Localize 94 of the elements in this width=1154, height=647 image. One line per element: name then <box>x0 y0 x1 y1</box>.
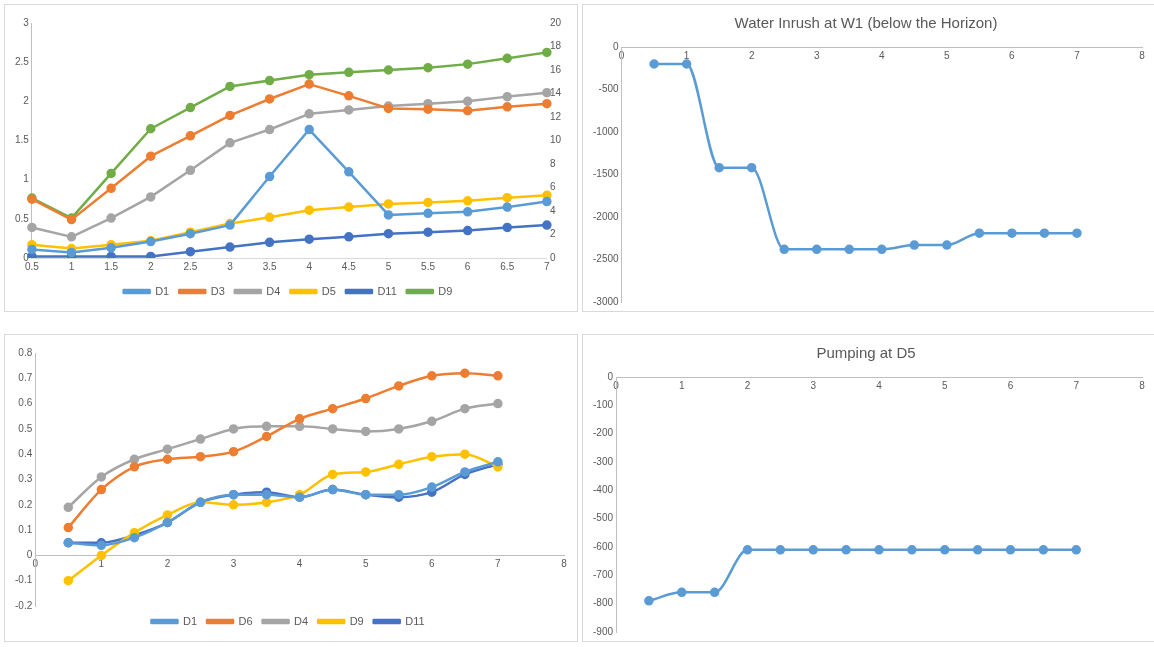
y-tick-label: 0.8 <box>18 346 33 358</box>
y-tick-label: 2 <box>23 95 30 107</box>
legend-label: D3 <box>210 284 225 297</box>
y2-tick-label: 10 <box>549 134 562 146</box>
y-tick-label: 0 <box>607 370 614 382</box>
y-tick-label: -2500 <box>593 253 620 265</box>
x-tick-label: 5 <box>385 260 392 272</box>
legend-label: D4 <box>266 284 281 297</box>
y-tick-label: 0 <box>613 40 620 52</box>
legend-label: D1 <box>155 284 170 297</box>
legend-label: D11 <box>377 284 397 297</box>
x-tick-label: 3.5 <box>262 260 277 272</box>
y-tick-label: 0 <box>26 549 33 561</box>
x-tick-label: 5 <box>941 379 948 391</box>
y-tick-label: 0.6 <box>18 397 33 409</box>
y-tick-label: 0.7 <box>18 372 33 384</box>
y-tick-label: 0.4 <box>18 447 33 459</box>
y-tick-label: 3 <box>23 16 30 28</box>
y2-tick-label: 12 <box>549 110 562 122</box>
x-tick-label: 3 <box>230 558 237 570</box>
y-tick-label: 1.5 <box>15 134 30 146</box>
x-tick-label: 1.5 <box>104 260 119 272</box>
x-tick-label: 5.5 <box>421 260 436 272</box>
y-tick-label: 1 <box>23 173 30 185</box>
y2-tick-label: 20 <box>549 16 562 28</box>
y-tick-label: -2000 <box>593 210 620 222</box>
x-tick-label: 1 <box>68 260 75 272</box>
y-tick-label: -800 <box>593 597 614 609</box>
x-tick-label: 6.5 <box>500 260 515 272</box>
x-tick-label: 1 <box>683 49 690 61</box>
chart-title: Water Inrush at W1 (below the Horizon) <box>734 14 998 32</box>
y2-tick-label: 2 <box>549 228 556 240</box>
legend-label: D11 <box>405 614 425 627</box>
y-tick-label: 0.3 <box>18 473 33 485</box>
y-tick-label: 0.1 <box>18 523 33 535</box>
y-tick-label: -300 <box>593 455 614 467</box>
y-tick-label: -500 <box>593 512 614 524</box>
x-tick-label: 2 <box>164 558 171 570</box>
y-tick-label: -3000 <box>593 295 620 307</box>
y-tick-label: -900 <box>593 625 614 637</box>
y2-tick-label: 0 <box>549 251 556 263</box>
x-tick-label: 4 <box>296 558 303 570</box>
y-tick-label: -0.2 <box>15 599 33 611</box>
y-tick-label: -1500 <box>593 168 620 180</box>
y-tick-label: -0.1 <box>15 574 33 586</box>
legend-label: D6 <box>238 614 253 627</box>
y-tick-label: 0.2 <box>18 498 33 510</box>
y-tick-label: -500 <box>598 83 620 95</box>
y2-tick-label: 14 <box>549 87 562 99</box>
legend-label: D4 <box>294 614 309 627</box>
x-tick-label: 6 <box>429 558 436 570</box>
x-tick-label: 3 <box>810 379 817 391</box>
legend-label: D5 <box>321 284 336 297</box>
x-tick-label: 1 <box>678 379 685 391</box>
x-tick-label: 2 <box>748 49 755 61</box>
y-tick-label: 0.5 <box>15 212 30 224</box>
x-tick-label: 7 <box>495 558 502 570</box>
x-tick-label: 7 <box>1074 49 1081 61</box>
x-tick-label: 2 <box>147 260 154 272</box>
x-tick-label: 4 <box>879 49 886 61</box>
legend-label: D1 <box>182 614 198 627</box>
x-tick-label: 8 <box>561 558 568 570</box>
chart-title: Pumping at D5 <box>816 344 916 362</box>
y-tick-label: 0 <box>23 251 30 263</box>
x-tick-label: 8 <box>1139 49 1146 61</box>
y-tick-label: -400 <box>593 484 614 496</box>
y-tick-label: -1000 <box>593 125 620 137</box>
y-tick-label: -200 <box>593 427 614 439</box>
x-tick-label: 8 <box>1139 379 1146 391</box>
y-tick-label: -100 <box>593 399 614 411</box>
x-tick-label: 2.5 <box>183 260 198 272</box>
y-tick-label: -700 <box>593 569 614 581</box>
x-tick-label: 2 <box>744 379 751 391</box>
y2-tick-label: 16 <box>549 63 562 75</box>
y2-tick-label: 6 <box>549 181 556 193</box>
x-tick-label: 7 <box>544 260 551 272</box>
x-tick-label: 4.5 <box>341 260 357 272</box>
x-tick-label: 5 <box>362 558 369 570</box>
x-tick-label: 5 <box>944 49 951 61</box>
legend-label: D9 <box>349 614 364 627</box>
y2-tick-label: 4 <box>549 204 556 216</box>
x-tick-label: 3 <box>227 260 234 272</box>
y2-tick-label: 18 <box>549 40 562 52</box>
x-tick-label: 7 <box>1073 379 1080 391</box>
x-tick-label: 6 <box>464 260 471 272</box>
y2-tick-label: 8 <box>549 157 556 169</box>
legend-label: D9 <box>438 284 453 297</box>
x-tick-label: 6 <box>1009 49 1016 61</box>
x-tick-label: 4 <box>306 260 313 272</box>
x-tick-label: 3 <box>813 49 820 61</box>
x-tick-label: 6 <box>1007 379 1014 391</box>
x-tick-label: 4 <box>876 379 883 391</box>
y-tick-label: -600 <box>593 540 614 552</box>
y-tick-label: 0.5 <box>18 422 33 434</box>
